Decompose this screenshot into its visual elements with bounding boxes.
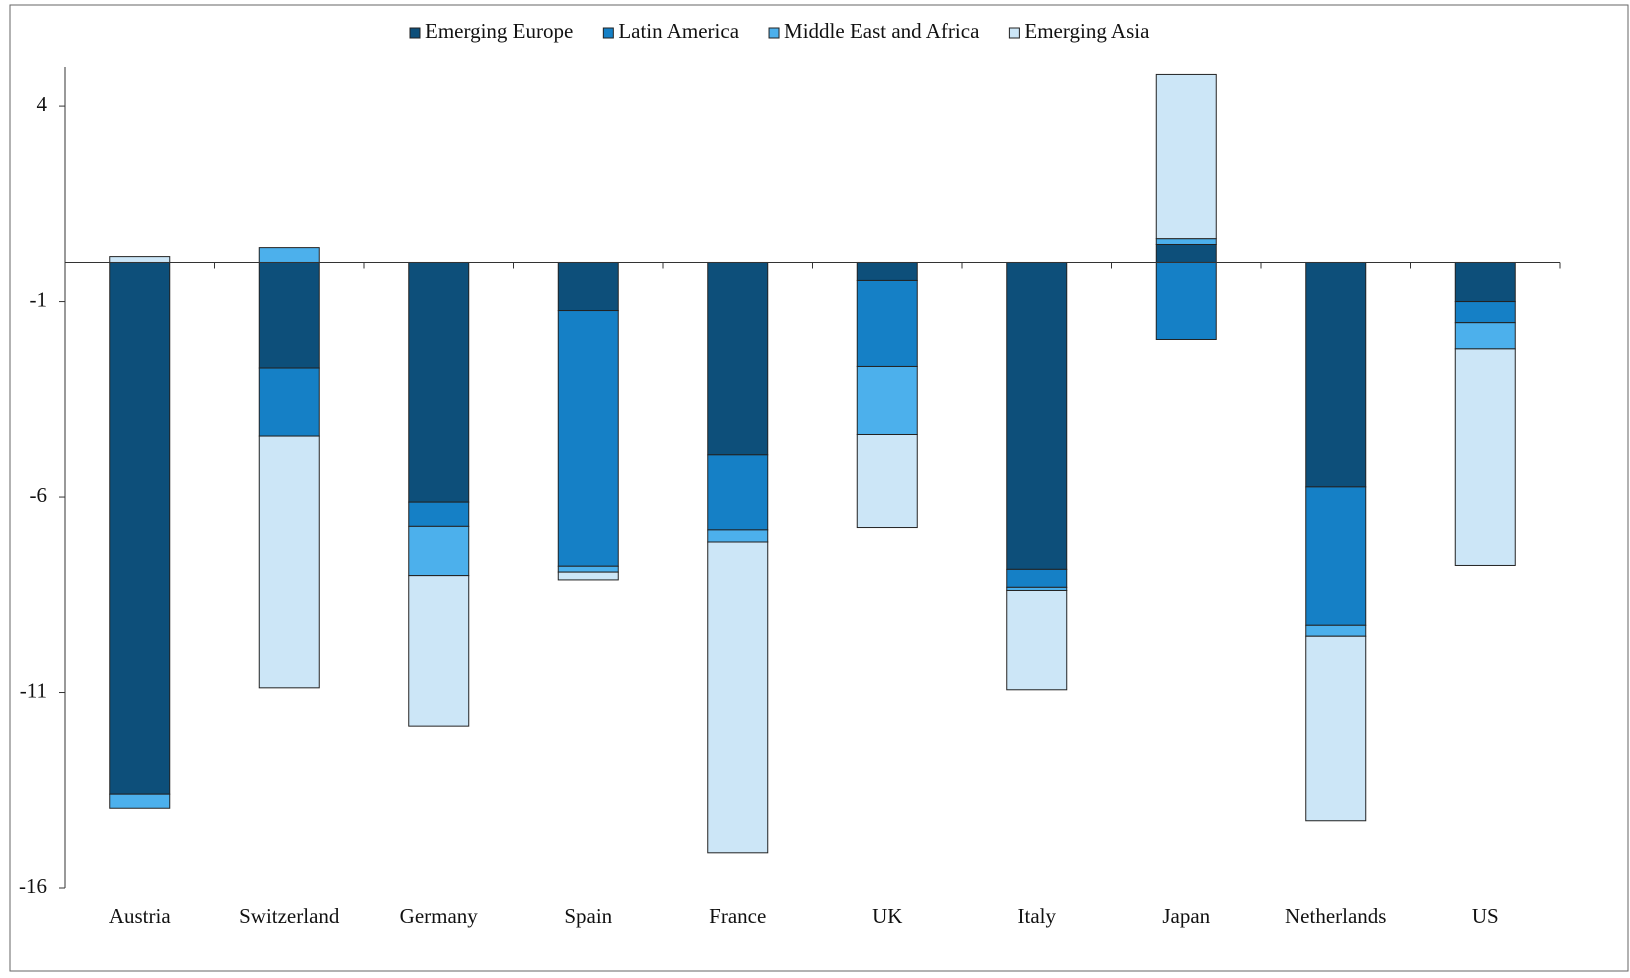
bar-segment (856, 433, 918, 529)
bar-segment (1305, 486, 1367, 626)
bar-segment (856, 365, 918, 435)
y-tick-label: -6 (30, 483, 48, 507)
x-tick-label: Netherlands (1285, 904, 1386, 928)
bar-segment (1155, 261, 1217, 340)
bar-segment (408, 525, 470, 577)
bar-segment (557, 565, 619, 573)
legend-swatch (409, 27, 421, 39)
bar-segment (109, 793, 171, 809)
bar-segment (258, 367, 320, 437)
x-tick-label: Switzerland (239, 904, 340, 928)
bar-segment (258, 261, 320, 369)
legend-swatch (1008, 27, 1020, 39)
x-tick-label: Germany (400, 904, 479, 928)
bar-segment (258, 247, 320, 263)
legend-swatch (768, 27, 780, 39)
bar-segment (1155, 238, 1217, 245)
chart-frame (9, 4, 1629, 972)
legend-label: Emerging Asia (1024, 19, 1150, 43)
bar-segment (1305, 624, 1367, 637)
bar-segment (1006, 261, 1068, 570)
bar-segment (408, 501, 470, 527)
y-tick-label: -16 (19, 874, 47, 898)
bar-segment (408, 261, 470, 503)
bar-segment (1454, 261, 1516, 303)
bar-segment (1454, 348, 1516, 566)
bar-segment (1454, 322, 1516, 350)
bar-segment (258, 435, 320, 689)
bar-segment (1454, 301, 1516, 324)
x-tick-label: UK (872, 904, 902, 928)
x-tick-label: Austria (109, 904, 172, 928)
bar-segment (1006, 568, 1068, 588)
bar-segment (557, 261, 619, 312)
bar-segment (856, 261, 918, 281)
bar-segment (707, 261, 769, 456)
y-tick-label: -11 (20, 678, 47, 702)
bar-segment (707, 541, 769, 854)
bar-segment (557, 571, 619, 581)
bar-segment (1305, 635, 1367, 822)
y-tick-label: 4 (37, 92, 48, 116)
bar-segment (707, 529, 769, 543)
bar-segment (1155, 73, 1217, 240)
x-tick-label: France (709, 904, 766, 928)
legend-swatch (602, 27, 614, 39)
x-tick-label: US (1472, 904, 1499, 928)
bar-segment (1155, 243, 1217, 263)
legend-label: Latin America (618, 19, 739, 43)
bar-segment (856, 279, 918, 367)
bar-segment (408, 575, 470, 727)
legend-label: Middle East and Africa (784, 19, 980, 43)
bar-segment (109, 261, 171, 795)
bar-segment (707, 454, 769, 531)
x-tick-label: Spain (564, 904, 612, 928)
y-tick-label: -1 (30, 287, 48, 311)
x-tick-label: Italy (1018, 904, 1057, 928)
bar-segment (109, 256, 171, 263)
bar-segment (557, 310, 619, 567)
legend-label: Emerging Europe (425, 19, 573, 43)
x-tick-label: Japan (1162, 904, 1210, 928)
bar-segment (1305, 261, 1367, 488)
bar-segment (1006, 589, 1068, 691)
